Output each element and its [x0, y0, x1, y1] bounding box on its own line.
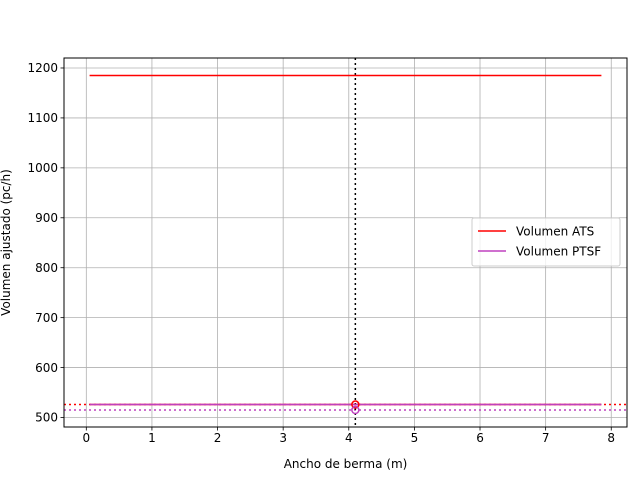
legend-label: Volumen PTSF — [516, 245, 601, 259]
data-point-marker — [351, 405, 360, 415]
series-group — [89, 74, 602, 406]
x-tick-label: 7 — [542, 431, 550, 445]
y-tick-label: 1100 — [27, 111, 58, 125]
x-tick-label: 6 — [476, 431, 484, 445]
legend: Volumen ATS Volumen PTSF — [471, 217, 621, 267]
y-tick-label: 900 — [35, 211, 58, 225]
y-tick-label: 600 — [35, 361, 58, 375]
x-tick-label: 4 — [345, 431, 353, 445]
x-axis: 0 1 2 3 4 5 6 7 8 — [82, 427, 615, 445]
y-tick-label: 800 — [35, 261, 58, 275]
y-axis: 500 600 700 800 900 1000 1100 1200 — [27, 61, 64, 425]
x-axis-label: Ancho de berma (m) — [284, 457, 408, 471]
y-tick-label: 1000 — [27, 161, 58, 175]
legend-label: Volumen ATS — [516, 225, 594, 239]
x-tick-label: 2 — [214, 431, 222, 445]
x-tick-label: 3 — [279, 431, 287, 445]
y-tick-label: 500 — [35, 411, 58, 425]
y-tick-label: 1200 — [27, 61, 58, 75]
x-tick-label: 5 — [411, 431, 419, 445]
markers-group — [351, 400, 360, 415]
y-tick-label: 700 — [35, 311, 58, 325]
legend-box — [471, 217, 621, 267]
x-tick-label: 1 — [148, 431, 156, 445]
y-axis-label: Volumen ajustado (pc/h) — [0, 169, 13, 316]
x-tick-label: 0 — [82, 431, 90, 445]
plot-frame — [63, 57, 628, 428]
x-tick-label: 8 — [607, 431, 615, 445]
data-point-marker — [351, 400, 360, 409]
